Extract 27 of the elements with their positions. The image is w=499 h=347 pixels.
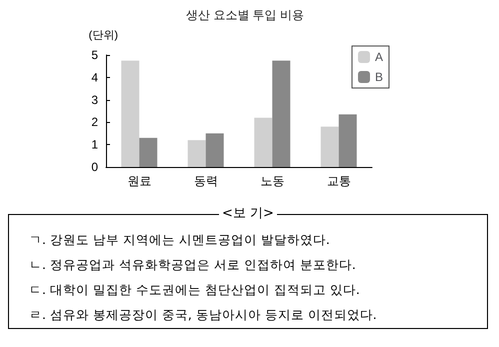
legend-label: B (374, 70, 384, 84)
bar (272, 60, 290, 167)
bar (254, 118, 272, 167)
x-tick-label: 노동 (260, 174, 284, 188)
y-tick-label: 5 (91, 48, 98, 62)
x-tick-label: 교통 (326, 174, 351, 188)
y-tick-label: 2 (91, 115, 98, 130)
bar (206, 133, 224, 167)
text: ㄷ. 대학이 밀집한 수도권에는 첨단산업이 집적되고 있다. (29, 281, 361, 299)
bar (121, 60, 140, 167)
text: <보 기> (219, 206, 277, 221)
x-tick-label: 동력 (194, 174, 218, 188)
bar (338, 114, 357, 167)
text: ㄴ. 정유공업과 석유화학공업은 서로 인접하여 분포한다. (29, 256, 357, 274)
y-tick-label: 4 (91, 70, 98, 84)
chart-title: 생산 요소별 투입 비용 (186, 8, 304, 22)
text: ㄹ. 섬유와 봉제공장이 중국, 동남아시아 등지로 이전되었다. (29, 306, 377, 324)
y-tick-label: 3 (91, 92, 98, 107)
text: ㄱ. 강원도 남부 지역에는 시멘트공업이 발달하였다. (29, 231, 331, 249)
legend-label: A (374, 50, 384, 64)
bar (139, 138, 158, 167)
y-tick-label: 0 (91, 160, 98, 174)
x-tick-label: 원료 (127, 174, 152, 188)
bar (320, 126, 339, 167)
y-tick-label: 1 (91, 138, 98, 152)
bar (188, 140, 206, 167)
y-axis-title: (단위) (88, 30, 118, 42)
